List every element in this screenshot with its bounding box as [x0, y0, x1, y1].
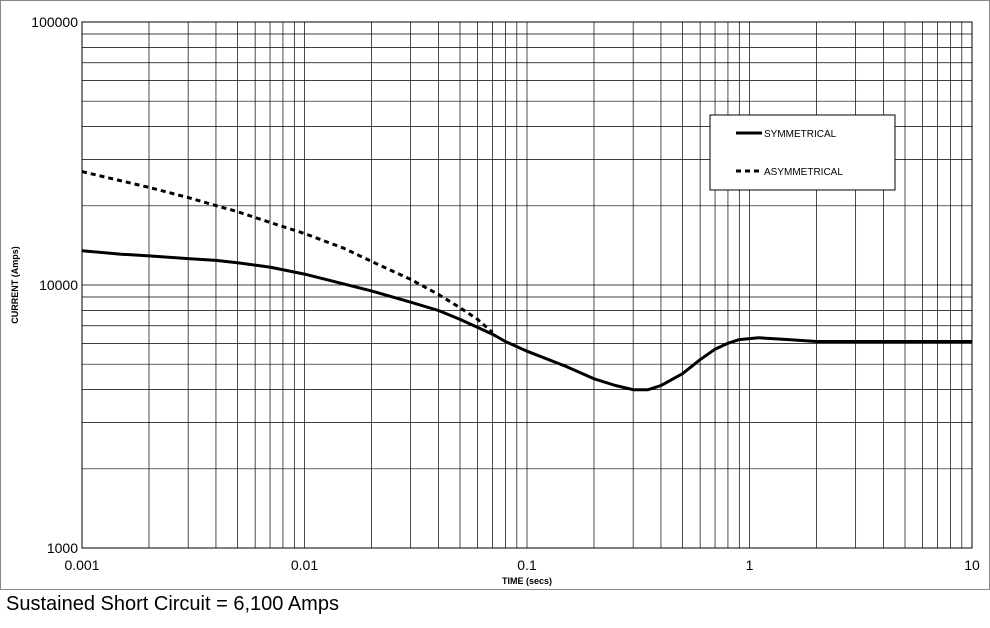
legend-label-asymmetrical: ASYMMETRICAL [764, 167, 843, 178]
y-axis-ticks: 1000 10000 100000 [31, 14, 78, 556]
plot-area-border [81, 21, 973, 549]
x-tick-label: 1 [746, 557, 754, 573]
series-layer [81, 170, 972, 392]
legend: SYMMETRICAL ASYMMETRICAL [709, 114, 896, 191]
y-tick-label: 1000 [47, 540, 78, 556]
y-tick-label: 10000 [39, 277, 78, 293]
legend-box [709, 114, 896, 191]
caption-sustained-short-circuit: Sustained Short Circuit = 6,100 Amps [6, 593, 339, 615]
x-tick-label: 0.01 [291, 557, 318, 573]
y-axis-title: CURRENT (Amps) [10, 246, 20, 324]
x-tick-label: 0.1 [517, 557, 537, 573]
chart-frame [0, 0, 990, 590]
legend-label-symmetrical: SYMMETRICAL [764, 129, 837, 140]
chart: 0.001 0.01 0.1 1 10 1000 10000 100000 TIME (se… [0, 0, 990, 590]
x-tick-label: 0.001 [64, 557, 99, 573]
y-tick-label: 100000 [31, 14, 78, 30]
x-axis-title: TIME (secs) [502, 576, 552, 586]
x-tick-label: 10 [964, 557, 980, 573]
x-axis-ticks: 0.001 0.01 0.1 1 10 [64, 557, 980, 573]
series-line-asymmetrical [81, 170, 494, 334]
series-line-symmetrical [81, 249, 972, 392]
